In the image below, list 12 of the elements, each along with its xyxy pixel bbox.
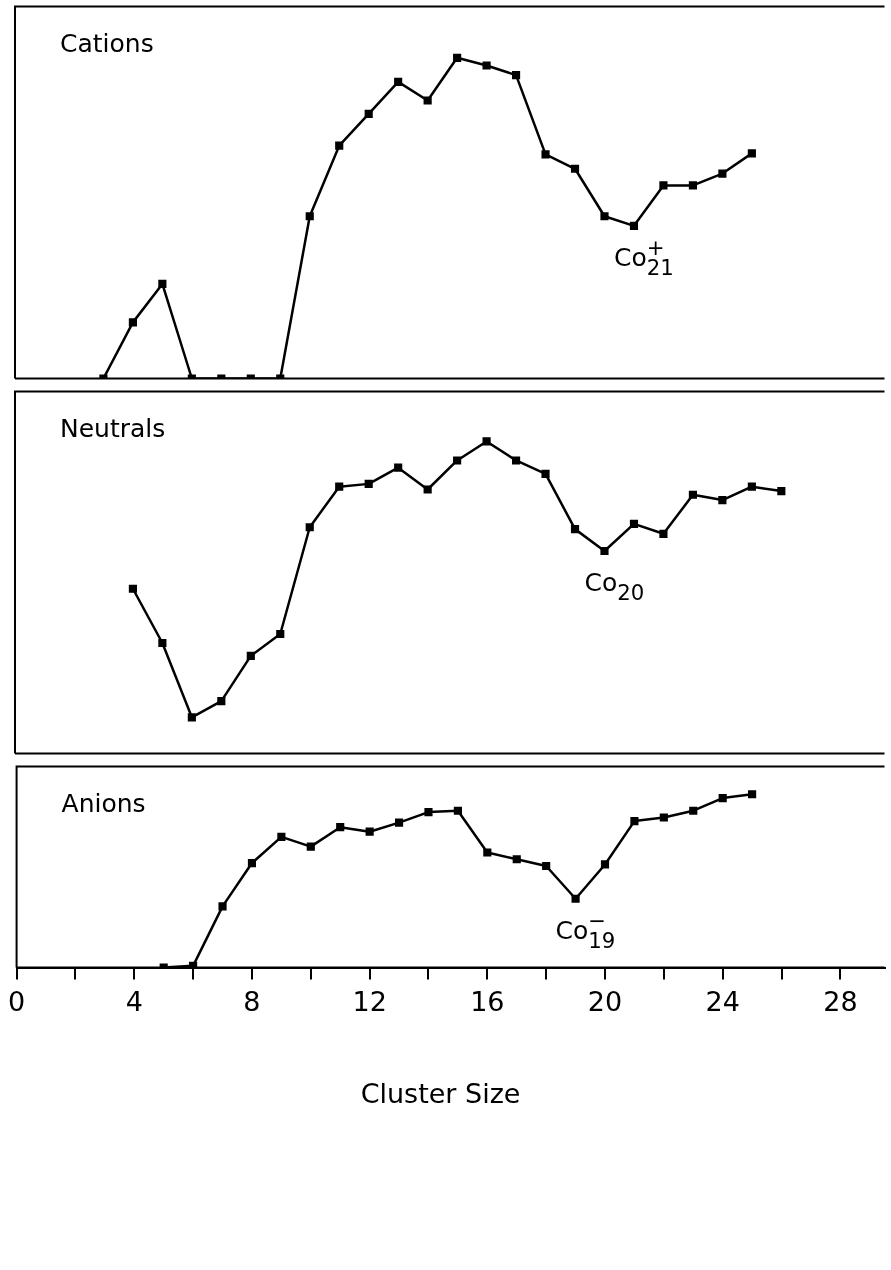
chart-title: Anions <box>61 788 146 818</box>
x-axis-title: Cluster Size <box>360 1077 521 1109</box>
x-tick-label: 4 <box>125 985 143 1017</box>
x-tick-label: 0 <box>8 985 26 1017</box>
x-tick-label: 20 <box>587 985 623 1017</box>
chart-title: Neutrals <box>60 413 166 443</box>
x-tick-label: 16 <box>470 985 505 1017</box>
x-tick-label: 12 <box>352 985 387 1017</box>
x-tick-label: 28 <box>823 985 858 1017</box>
chart-title: Cations <box>60 28 154 58</box>
x-tick-label: 8 <box>243 985 261 1017</box>
x-tick-label: 24 <box>705 985 740 1017</box>
